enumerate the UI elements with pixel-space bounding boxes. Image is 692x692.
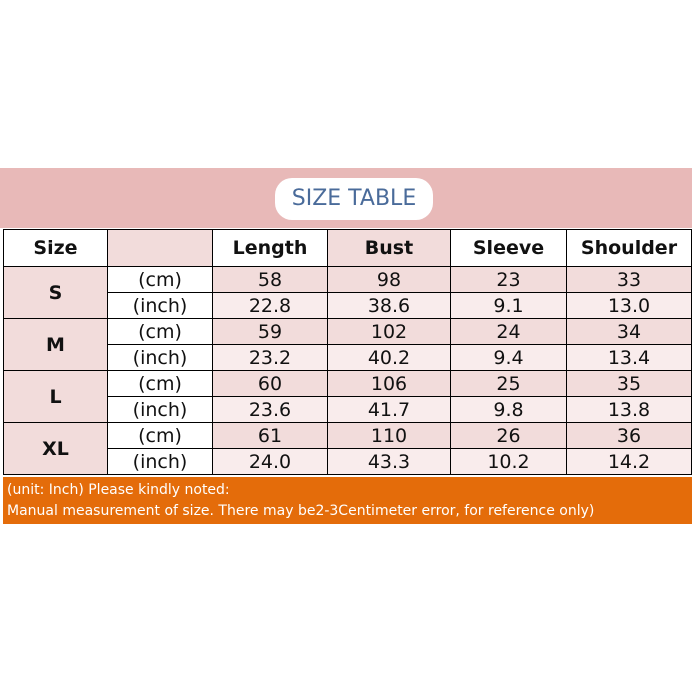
value-cell: 110: [327, 422, 451, 449]
column-header: Sleeve: [450, 229, 567, 267]
value-cell: 13.4: [566, 344, 692, 371]
unit-cell: (cm): [107, 422, 213, 449]
value-cell: 58: [212, 266, 328, 293]
value-cell: 24.0: [212, 448, 328, 475]
footer-line: (unit: Inch) Please kindly noted:: [7, 482, 230, 498]
value-cell: 9.1: [450, 292, 567, 319]
value-cell: 25: [450, 370, 567, 397]
column-header: Shoulder: [566, 229, 692, 267]
value-cell: 23: [450, 266, 567, 293]
value-cell: 9.4: [450, 344, 567, 371]
footer: (unit: Inch) Please kindly noted: Manual…: [3, 477, 692, 524]
value-cell: 60: [212, 370, 328, 397]
unit-cell: (cm): [107, 318, 213, 345]
value-cell: 26: [450, 422, 567, 449]
unit-cell: (inch): [107, 448, 213, 475]
value-cell: 13.0: [566, 292, 692, 319]
value-cell: 40.2: [327, 344, 451, 371]
size-cell: S: [3, 266, 108, 319]
size-cell: XL: [3, 422, 108, 475]
value-cell: 23.6: [212, 396, 328, 423]
value-cell: 98: [327, 266, 451, 293]
column-header: [107, 229, 213, 267]
unit-cell: (inch): [107, 344, 213, 371]
value-cell: 22.8: [212, 292, 328, 319]
value-cell: 43.3: [327, 448, 451, 475]
value-cell: 106: [327, 370, 451, 397]
value-cell: 10.2: [450, 448, 567, 475]
value-cell: 9.8: [450, 396, 567, 423]
value-cell: 36: [566, 422, 692, 449]
value-cell: 35: [566, 370, 692, 397]
value-cell: 102: [327, 318, 451, 345]
value-cell: 59: [212, 318, 328, 345]
size-cell: M: [3, 318, 108, 371]
value-cell: 61: [212, 422, 328, 449]
value-cell: 41.7: [327, 396, 451, 423]
unit-cell: (cm): [107, 370, 213, 397]
column-header: Bust: [327, 229, 451, 267]
unit-cell: (cm): [107, 266, 213, 293]
value-cell: 33: [566, 266, 692, 293]
value-cell: 14.2: [566, 448, 692, 475]
column-header: Size: [3, 229, 108, 267]
column-header: Length: [212, 229, 328, 267]
footer-line: Manual measurement of size. There may be…: [7, 503, 595, 519]
value-cell: 23.2: [212, 344, 328, 371]
unit-cell: (inch): [107, 292, 213, 319]
value-cell: 38.6: [327, 292, 451, 319]
value-cell: 34: [566, 318, 692, 345]
value-cell: 13.8: [566, 396, 692, 423]
value-cell: 24: [450, 318, 567, 345]
title: SIZE TABLE: [278, 181, 430, 217]
size-cell: L: [3, 370, 108, 423]
unit-cell: (inch): [107, 396, 213, 423]
